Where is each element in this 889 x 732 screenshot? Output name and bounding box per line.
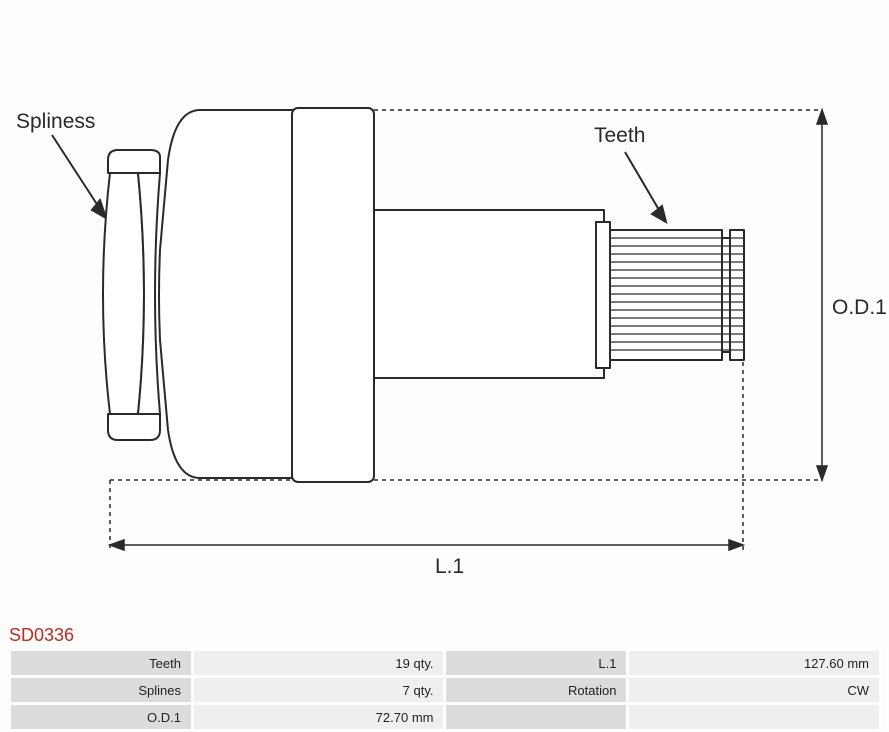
spec-table: Teeth 19 qty. L.1 127.60 mm Splines 7 qt… [9, 649, 881, 731]
spec-key: Teeth [10, 650, 192, 676]
technical-diagram: Spliness Teeth O.D.1 L.1 [0, 0, 889, 600]
table-row: Splines 7 qty. Rotation CW [10, 677, 880, 703]
spec-value: CW [628, 677, 880, 703]
spec-value: 19 qty. [193, 650, 445, 676]
diagram-svg [0, 0, 889, 600]
spec-key: L.1 [445, 650, 627, 676]
table-row: O.D.1 72.70 mm [10, 704, 880, 730]
label-od1: O.D.1 [832, 296, 887, 320]
spec-value [628, 704, 880, 730]
spec-key: Rotation [445, 677, 627, 703]
label-splines: Spliness [16, 110, 95, 134]
spec-key: Splines [10, 677, 192, 703]
part-code: SD0336 [9, 625, 74, 646]
spec-key: O.D.1 [10, 704, 192, 730]
spec-key [445, 704, 627, 730]
spec-value: 127.60 mm [628, 650, 880, 676]
label-l1: L.1 [435, 555, 464, 579]
table-row: Teeth 19 qty. L.1 127.60 mm [10, 650, 880, 676]
spec-value: 7 qty. [193, 677, 445, 703]
label-teeth: Teeth [594, 124, 645, 148]
spec-value: 72.70 mm [193, 704, 445, 730]
